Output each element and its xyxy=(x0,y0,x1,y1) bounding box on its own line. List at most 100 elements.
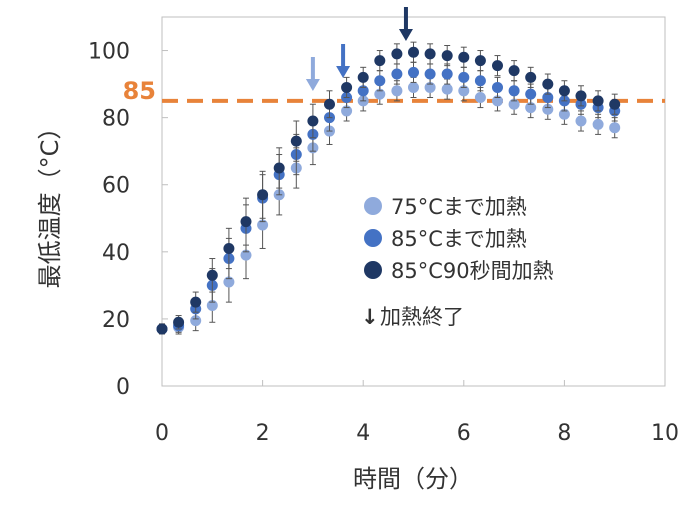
data-point xyxy=(441,83,453,95)
data-point xyxy=(474,55,486,67)
data-point xyxy=(609,98,621,110)
end-arrow-0 xyxy=(305,57,320,91)
data-point xyxy=(575,90,587,102)
series-2 xyxy=(156,41,621,335)
data-point xyxy=(424,68,436,80)
data-point xyxy=(190,315,202,327)
x-axis-title: 時間（分） xyxy=(353,465,473,493)
data-point xyxy=(374,75,386,87)
data-point xyxy=(173,316,185,328)
reference-line-group: 85 xyxy=(123,77,665,105)
x-tick-label: 0 xyxy=(155,421,169,446)
data-point xyxy=(391,85,403,97)
data-point xyxy=(558,85,570,97)
series-1 xyxy=(156,61,621,335)
data-point xyxy=(257,189,269,201)
data-point xyxy=(525,88,537,100)
plot-area-frame xyxy=(161,16,666,387)
y-tick-label: 100 xyxy=(88,40,130,65)
data-point xyxy=(240,216,252,228)
data-point xyxy=(441,68,453,80)
data-point xyxy=(508,85,520,97)
data-point xyxy=(508,98,520,110)
data-point xyxy=(508,65,520,77)
data-point xyxy=(592,95,604,107)
data-point xyxy=(190,296,202,308)
legend-marker-75 xyxy=(364,197,382,215)
data-point xyxy=(341,105,353,117)
legend-marker-85-90s xyxy=(364,261,382,279)
data-point xyxy=(223,242,235,254)
legend-arrow-icon: ↓ xyxy=(361,305,379,329)
y-tick-label: 80 xyxy=(102,107,130,132)
legend-label-75: 75°Cまで加熱 xyxy=(391,195,527,219)
data-point xyxy=(357,85,369,97)
y-axis-ticks: 0 20 40 60 80 100 xyxy=(88,40,168,400)
data-point xyxy=(391,48,403,60)
data-point xyxy=(206,299,218,311)
legend: 75°Cまで加熱 85°Cまで加熱 85°C90秒間加熱 ↓ 加熱終了 xyxy=(361,195,554,329)
data-point xyxy=(474,92,486,104)
data-point xyxy=(609,122,621,134)
data-point xyxy=(575,115,587,127)
data-point xyxy=(592,118,604,130)
data-point xyxy=(273,162,285,174)
data-point xyxy=(156,323,168,335)
y-tick-label: 0 xyxy=(116,375,130,400)
data-point xyxy=(374,55,386,67)
data-point xyxy=(492,95,504,107)
data-point xyxy=(408,46,419,58)
data-point xyxy=(408,66,419,78)
y-tick-label: 40 xyxy=(102,241,130,266)
data-point xyxy=(374,88,386,100)
series-group xyxy=(156,41,621,335)
data-point xyxy=(307,115,319,127)
x-tick-label: 10 xyxy=(651,421,679,446)
data-point xyxy=(424,48,436,60)
y-tick-label: 20 xyxy=(102,308,130,333)
data-point xyxy=(492,81,504,93)
y-axis-title: 最低温度（°C） xyxy=(36,116,64,289)
reference-line-label: 85 xyxy=(123,77,156,105)
end-arrow-2 xyxy=(398,7,413,41)
data-point xyxy=(458,71,470,83)
x-tick-label: 8 xyxy=(557,421,571,446)
legend-label-end: 加熱終了 xyxy=(380,305,464,329)
legend-marker-85 xyxy=(364,229,382,247)
end-time-arrows xyxy=(305,7,413,91)
data-point xyxy=(542,92,554,104)
data-point xyxy=(441,50,453,62)
data-point xyxy=(558,108,570,120)
data-point xyxy=(525,71,537,83)
data-point xyxy=(458,85,470,97)
end-arrow-head xyxy=(336,66,351,78)
data-point xyxy=(474,75,486,87)
x-axis-ticks: 0 2 4 6 8 10 xyxy=(155,380,679,446)
series-0 xyxy=(156,76,621,335)
data-point xyxy=(408,81,419,93)
end-arrow-head xyxy=(305,79,320,91)
data-point xyxy=(341,81,353,93)
data-point xyxy=(257,219,269,231)
data-point xyxy=(458,51,470,63)
data-point xyxy=(492,60,504,72)
y-tick-label: 60 xyxy=(102,174,130,199)
data-point xyxy=(323,98,335,110)
data-point xyxy=(542,103,554,115)
data-point xyxy=(240,249,252,261)
data-point xyxy=(424,81,436,93)
data-point xyxy=(357,71,369,83)
legend-label-85-90s: 85°C90秒間加熱 xyxy=(391,259,554,283)
data-point xyxy=(206,269,218,281)
end-arrow-head xyxy=(398,29,413,41)
data-point xyxy=(525,102,537,114)
data-point xyxy=(290,135,302,147)
x-tick-label: 4 xyxy=(356,421,370,446)
end-arrow-1 xyxy=(336,44,351,78)
legend-label-85: 85°Cまで加熱 xyxy=(391,227,527,251)
x-tick-label: 6 xyxy=(457,421,471,446)
data-point xyxy=(542,78,554,90)
data-point xyxy=(391,68,403,80)
data-point xyxy=(223,276,235,288)
